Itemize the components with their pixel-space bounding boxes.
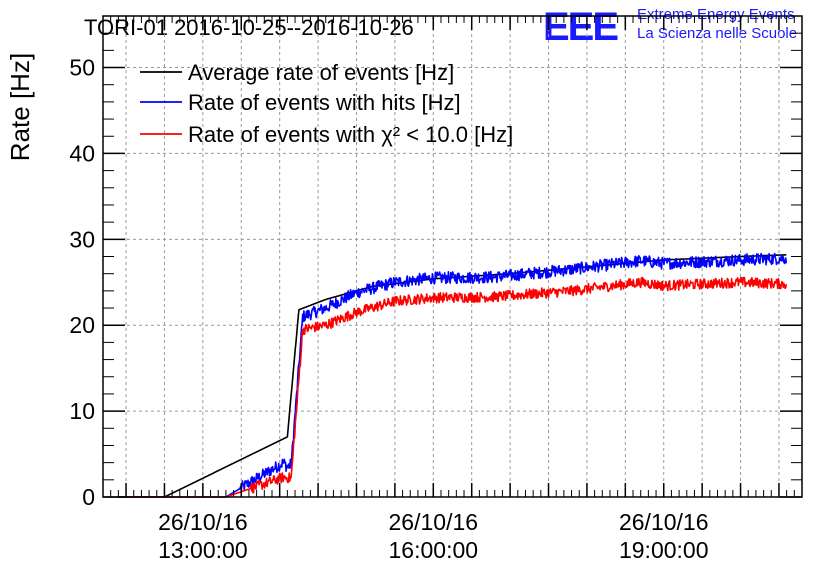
x-tick-label-time: 19:00:00 bbox=[619, 537, 709, 563]
y-tick-label: 50 bbox=[69, 55, 95, 81]
y-axis-label: Rate [Hz] bbox=[5, 53, 35, 161]
eee-logo: EEE Extreme Energy Events La Scienza nel… bbox=[543, 5, 797, 49]
series-line-1 bbox=[118, 252, 788, 498]
legend-label-2: Rate of events with χ² < 10.0 [Hz] bbox=[188, 122, 513, 147]
series-line-0 bbox=[118, 254, 787, 498]
x-tick-label-date: 26/10/16 bbox=[158, 509, 248, 535]
eee-logo-line1: Extreme Energy Events bbox=[637, 6, 795, 23]
legend: Average rate of events [Hz] Rate of event… bbox=[140, 60, 513, 147]
axis-ticks: 0102030405026/10/1613:00:0026/10/1616:00… bbox=[69, 16, 802, 563]
grid-lines bbox=[103, 16, 802, 497]
x-tick-label-date: 26/10/16 bbox=[389, 509, 479, 535]
y-tick-label: 40 bbox=[69, 140, 95, 166]
legend-label-0: Average rate of events [Hz] bbox=[188, 60, 454, 85]
y-tick-label: 0 bbox=[82, 484, 95, 510]
y-tick-label: 10 bbox=[69, 398, 95, 424]
y-tick-label: 30 bbox=[69, 226, 95, 252]
y-tick-label: 20 bbox=[69, 312, 95, 338]
series-group bbox=[118, 252, 788, 498]
x-tick-label-time: 16:00:00 bbox=[389, 537, 479, 563]
legend-label-1: Rate of events with hits [Hz] bbox=[188, 90, 461, 115]
eee-logo-letters: EEE bbox=[543, 5, 618, 49]
x-tick-label-time: 13:00:00 bbox=[158, 537, 248, 563]
eee-logo-line2: La Scienza nelle Scuole bbox=[637, 25, 797, 42]
plot-frame bbox=[102, 15, 803, 498]
series-line-2 bbox=[118, 276, 788, 498]
x-tick-label-date: 26/10/16 bbox=[619, 509, 709, 535]
